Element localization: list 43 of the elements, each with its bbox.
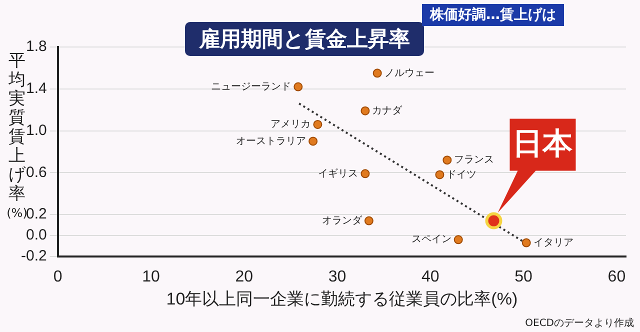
x-tick-label: 50 bbox=[514, 268, 533, 286]
y-tick-label: 1.8 bbox=[26, 38, 47, 56]
x-tick-label: 20 bbox=[235, 268, 254, 286]
y-tick-label: 0.6 bbox=[26, 164, 47, 181]
x-tick-label: 10 bbox=[142, 268, 160, 286]
x-tick-label: 60 bbox=[608, 268, 626, 286]
series-label: ノルウェー bbox=[384, 68, 434, 79]
point bbox=[360, 169, 370, 178]
point bbox=[372, 68, 382, 78]
point bbox=[313, 120, 322, 129]
text: 株価好調…賃上げは bbox=[422, 4, 564, 26]
series-label: ドイツ bbox=[446, 169, 477, 180]
point bbox=[485, 212, 502, 230]
annotation: 日本 bbox=[512, 126, 574, 162]
series-label: ニュージーランド bbox=[211, 81, 292, 92]
series-label: フランス bbox=[454, 154, 494, 166]
point bbox=[308, 136, 318, 146]
chart-title: 雇用期間と賃金上昇率 bbox=[185, 22, 424, 56]
series-label: カナダ bbox=[372, 104, 404, 116]
point bbox=[435, 170, 444, 180]
y-tick-label: 0.2 bbox=[26, 206, 47, 223]
series-label: アメリカ bbox=[270, 119, 311, 130]
x-tick-label: 0 bbox=[53, 268, 62, 286]
text: OECDのデータより作成 bbox=[525, 316, 634, 330]
y-tick-label: 1.0 bbox=[26, 122, 47, 139]
x-tick-label: 40 bbox=[422, 268, 440, 286]
text: 平均実質賃上げ率(%) bbox=[6, 51, 28, 220]
series-label: イタリア bbox=[533, 237, 574, 248]
series-label: オーストラリア bbox=[236, 136, 306, 147]
point bbox=[522, 238, 531, 248]
series-label: イギリス bbox=[318, 167, 358, 180]
x-axis-title: 10年以上同一企業に勤続する従業員の比率(%) bbox=[166, 289, 518, 308]
y-tick-label: -0.2 bbox=[20, 248, 47, 265]
point bbox=[442, 156, 452, 165]
point bbox=[360, 106, 370, 116]
point bbox=[364, 216, 374, 226]
y-tick-label: 1.4 bbox=[26, 80, 47, 98]
point bbox=[454, 235, 463, 244]
series-label: スペイン bbox=[411, 234, 452, 246]
x-tick-label: 30 bbox=[328, 268, 346, 286]
series-label: オランダ bbox=[322, 214, 363, 226]
y-tick-label: 0.0 bbox=[26, 226, 47, 244]
point bbox=[294, 82, 303, 92]
